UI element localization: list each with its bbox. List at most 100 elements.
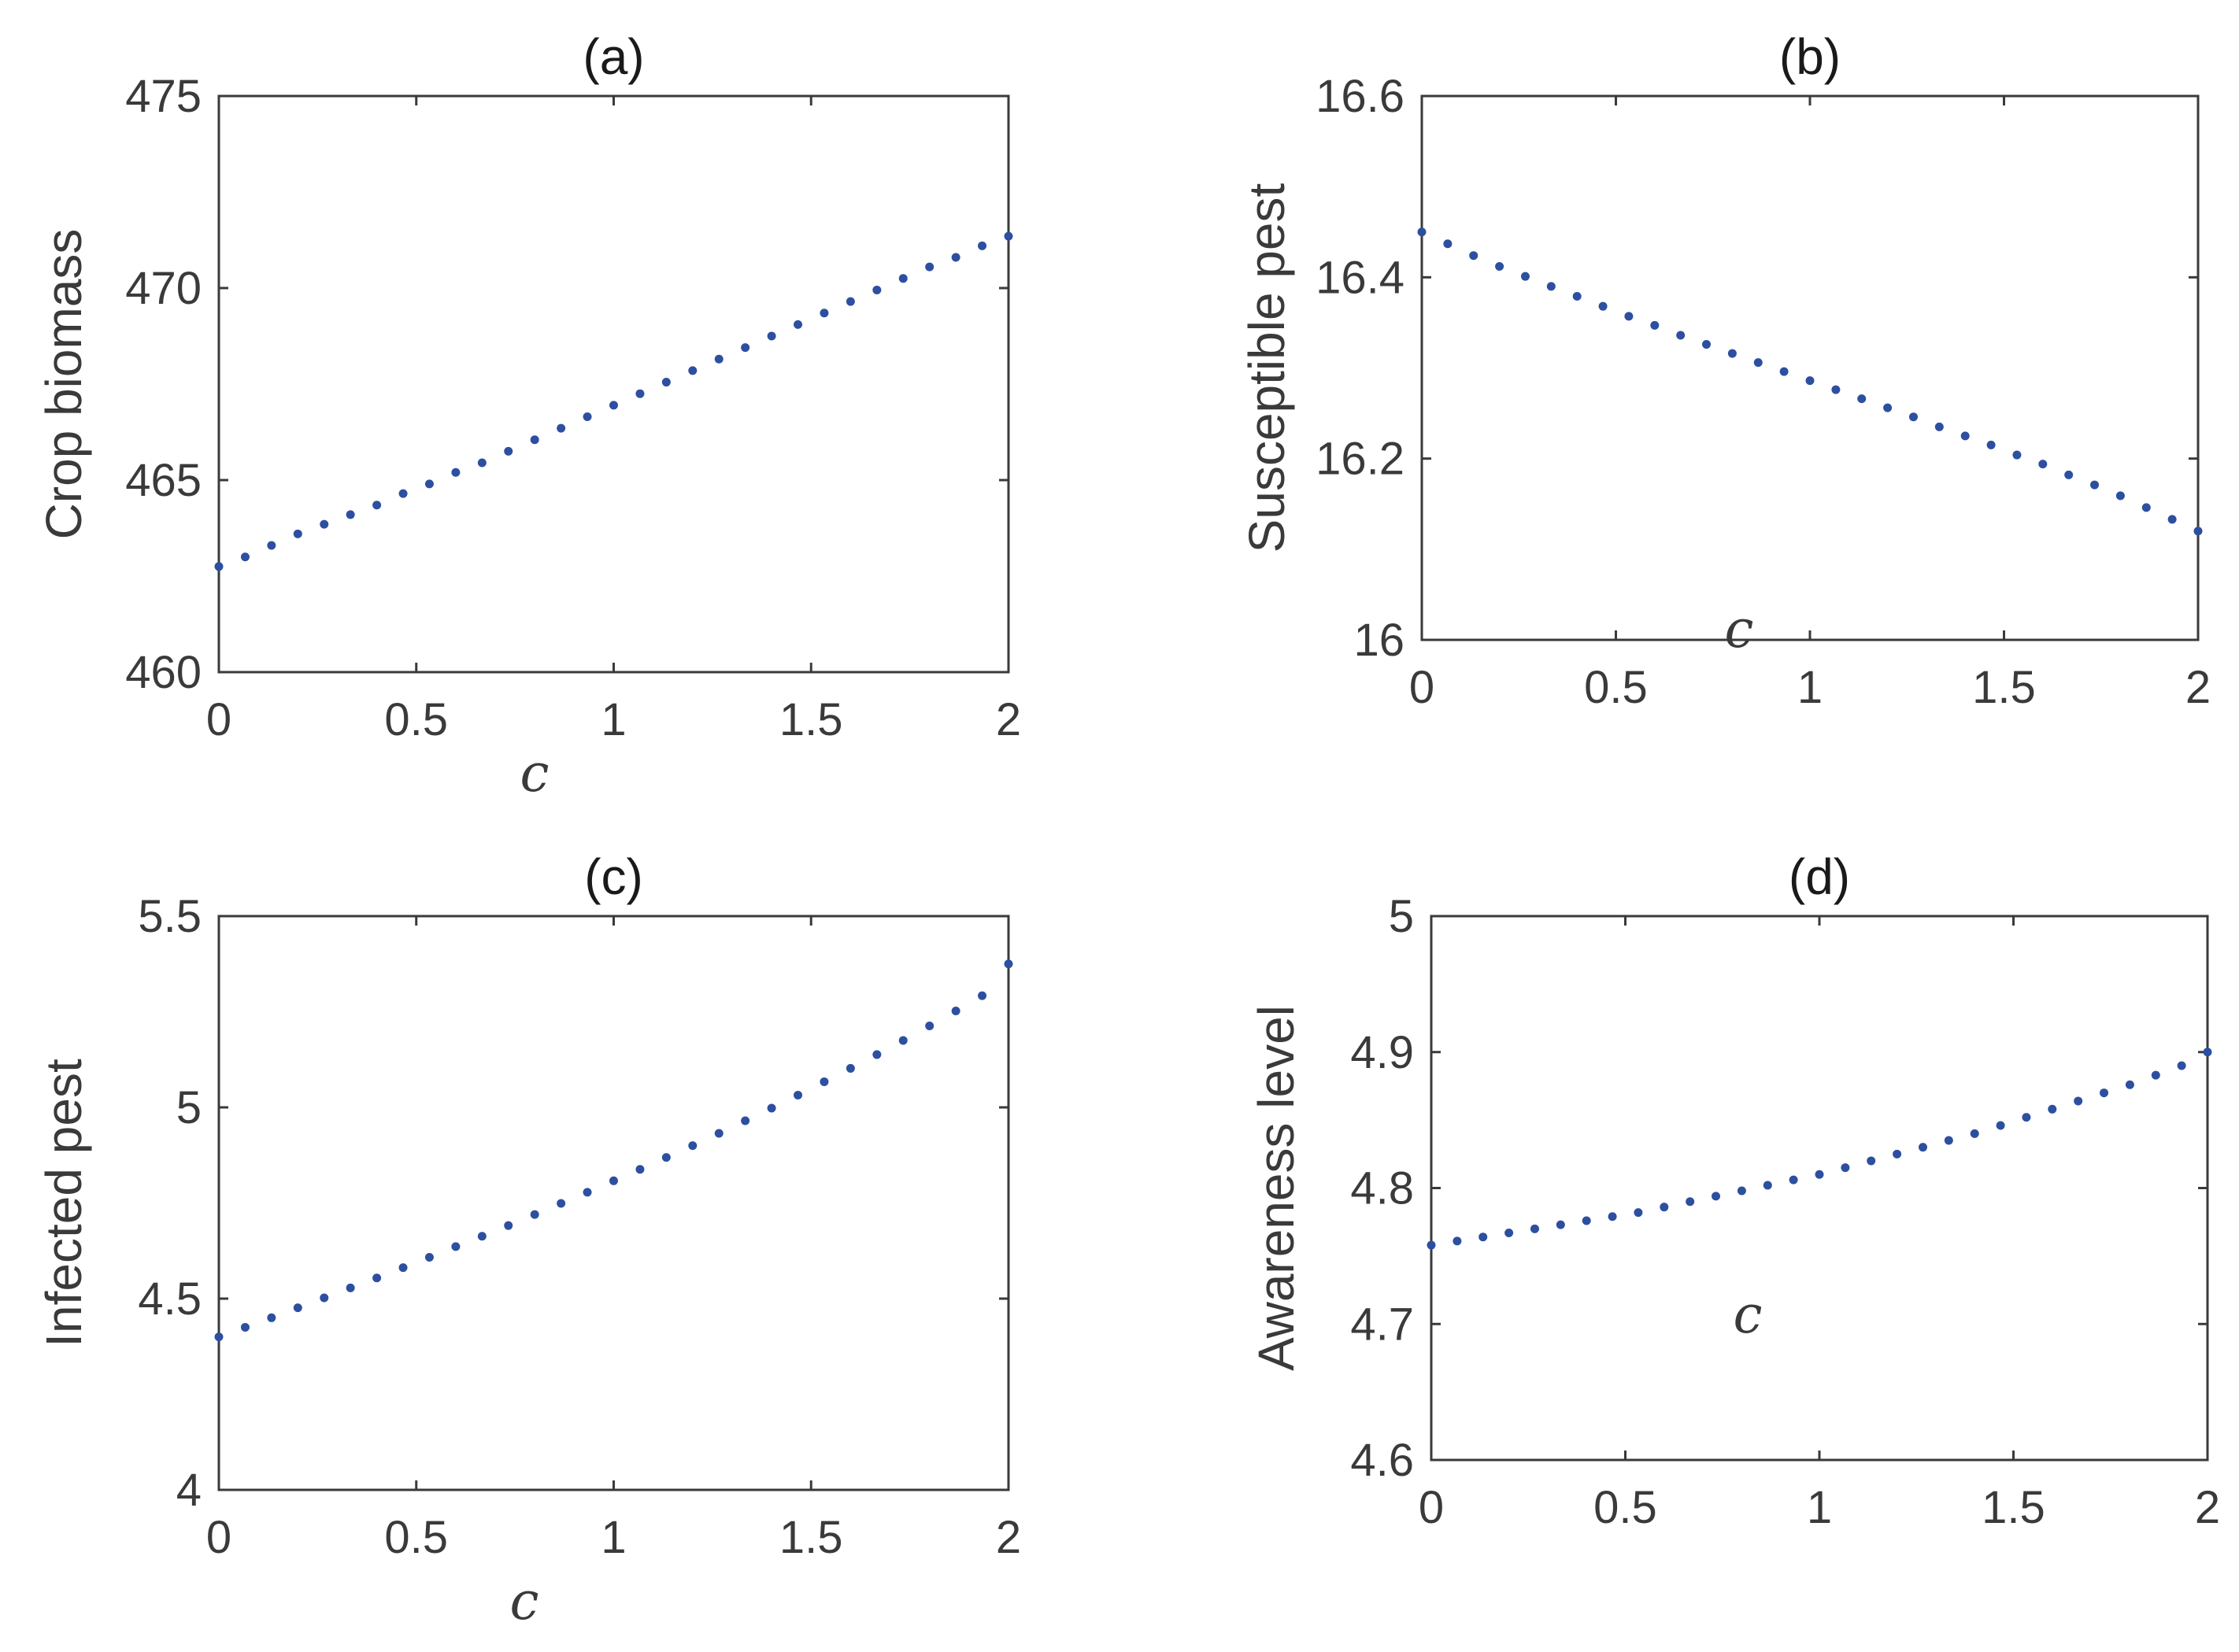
x-tick-label: 1.5 — [779, 1512, 843, 1563]
data-point — [1598, 301, 1608, 311]
y-tick-label: 4.5 — [138, 1273, 202, 1325]
data-point — [925, 1021, 934, 1030]
data-point — [1789, 1175, 1798, 1184]
data-point — [1520, 272, 1530, 281]
data-point — [2177, 1061, 2186, 1070]
x-axis-label: c — [520, 743, 550, 804]
data-point — [1867, 1156, 1876, 1166]
data-point — [609, 401, 618, 410]
x-tick-label: 1.5 — [779, 694, 843, 745]
panel-d-awareness-level: 0 0.5 1 1.5 2 4.6 4.7 4.8 4.9 5 (d) Awareness level… — [1248, 848, 2220, 1533]
data-point — [1944, 1136, 1953, 1145]
x-tick-label: 1 — [1797, 662, 1823, 713]
data-point — [767, 1103, 776, 1113]
data-point — [846, 1063, 855, 1073]
x-tick-label: 2 — [2185, 662, 2211, 713]
data-point — [1478, 1233, 1488, 1242]
data-point — [1650, 320, 1660, 330]
y-tick-label: 465 — [125, 455, 202, 506]
data-point — [898, 274, 908, 283]
data-point — [1546, 282, 1556, 291]
data-point — [1970, 1129, 1979, 1138]
data-point — [530, 1210, 539, 1219]
data-point — [898, 1036, 908, 1045]
y-axis-label: Crop biomass — [35, 229, 92, 540]
data-point — [1918, 1143, 1927, 1152]
x-tick-label: 0 — [206, 1512, 231, 1563]
data-point — [2193, 527, 2203, 536]
data-point — [557, 1199, 566, 1208]
data-point — [293, 529, 302, 538]
data-point — [1686, 1197, 1695, 1207]
axes-box — [1420, 94, 2200, 641]
data-point — [1805, 376, 1815, 386]
data-point — [2012, 450, 2022, 460]
data-point — [1660, 1203, 1669, 1212]
x-tick-label: 2 — [996, 1512, 1021, 1563]
data-point — [1737, 1186, 1746, 1196]
data-point — [820, 309, 829, 318]
data-point — [872, 1050, 882, 1059]
data-point — [661, 378, 671, 387]
axes-box — [217, 94, 1010, 674]
data-point — [2038, 460, 2048, 469]
data-point — [372, 501, 382, 510]
data-point — [293, 1303, 302, 1313]
data-point — [267, 1313, 276, 1322]
y-tick-label: 5.5 — [138, 891, 202, 942]
data-point — [794, 1090, 803, 1099]
data-point — [346, 1283, 355, 1292]
data-point — [1582, 1216, 1591, 1225]
data-point — [504, 1221, 513, 1230]
data-point — [688, 1141, 698, 1151]
data-point — [2141, 503, 2151, 512]
y-tick-label: 4 — [176, 1465, 202, 1516]
axes-box — [1430, 915, 2209, 1462]
y-tick-label: 16.4 — [1316, 252, 1404, 303]
data-point — [1427, 1240, 1436, 1250]
data-point — [714, 354, 724, 364]
data-point — [714, 1129, 724, 1138]
data-point — [1624, 312, 1634, 321]
data-point — [214, 1332, 224, 1342]
data-point — [2022, 1113, 2031, 1122]
panel-title: (d) — [1789, 848, 1850, 905]
data-point — [1779, 367, 1789, 376]
data-point — [1893, 1149, 1902, 1159]
data-point — [1504, 1229, 1514, 1238]
x-tick-label: 0 — [206, 694, 231, 745]
y-tick-label: 5 — [176, 1082, 202, 1133]
data-point — [1883, 403, 1893, 412]
data-point — [2064, 470, 2074, 479]
data-point — [2125, 1080, 2134, 1089]
y-tick-label: 4.7 — [1350, 1299, 1414, 1350]
data-point — [872, 285, 882, 294]
data-point — [1763, 1181, 1772, 1190]
data-point — [1608, 1212, 1617, 1221]
data-point — [635, 389, 645, 398]
data-point — [1443, 239, 1453, 249]
data-point — [609, 1176, 618, 1185]
x-tick-label: 1.5 — [1982, 1482, 2045, 1533]
y-tick-label: 16 — [1353, 615, 1404, 666]
data-point — [424, 1253, 434, 1262]
data-point — [2074, 1096, 2083, 1106]
data-point — [1634, 1208, 1643, 1218]
data-point — [2167, 515, 2177, 524]
data-point — [1572, 292, 1582, 301]
x-tick-label: 0 — [1419, 1482, 1444, 1533]
data-point — [240, 553, 250, 562]
y-tick-label: 4.6 — [1350, 1435, 1414, 1486]
data-point — [1530, 1224, 1539, 1233]
data-point — [846, 297, 855, 306]
panel-title: (a) — [583, 28, 644, 85]
data-point — [1702, 340, 1712, 349]
data-point — [1960, 431, 1970, 441]
data-point — [424, 479, 434, 489]
data-point — [1727, 349, 1737, 358]
x-axis-label: c — [1725, 599, 1754, 660]
data-point — [477, 1232, 487, 1241]
data-point — [1908, 412, 1918, 422]
axes-box — [217, 915, 1010, 1491]
data-point — [951, 1007, 960, 1016]
